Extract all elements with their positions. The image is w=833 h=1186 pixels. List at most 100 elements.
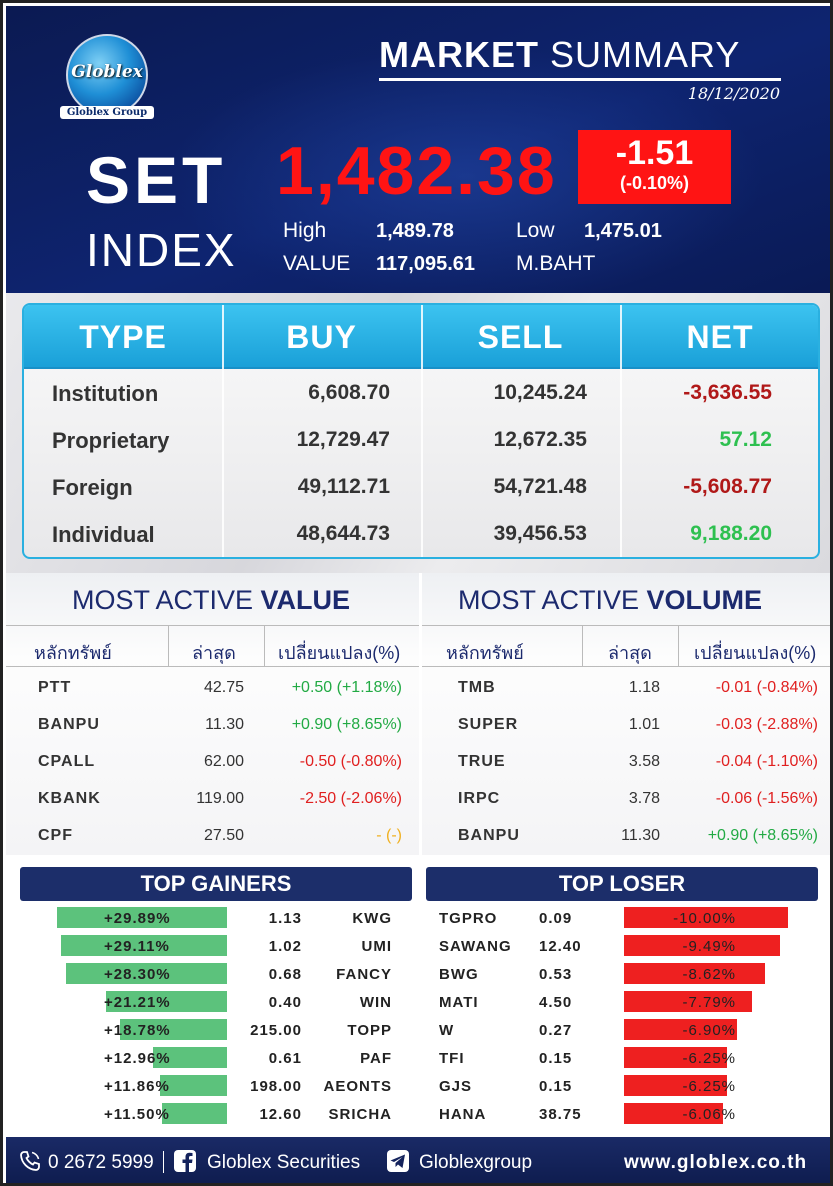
gainer-bar: [61, 935, 227, 956]
loser-bar: [624, 935, 780, 956]
most-active-section: MOST ACTIVE VALUE หลักทรัพย์ ล่าสุด เปลี…: [6, 573, 830, 855]
gainer-symbol: WIN: [359, 994, 392, 1011]
gainer-bar: [106, 991, 227, 1012]
gainer-symbol: PAF: [360, 1050, 392, 1067]
loser-price: 0.53: [539, 966, 573, 983]
col-divider: [168, 625, 169, 667]
loser-pct: -10.00%: [673, 910, 736, 927]
gainer-bar: [66, 963, 227, 984]
stock-change: -0.06 (-1.56%): [715, 790, 818, 807]
stock-change: +0.90 (+8.65%): [707, 827, 818, 844]
investor-section: TYPE BUY SELL NET Institution 6,608.70 10,…: [6, 293, 830, 573]
stock-last: 3.58: [628, 753, 660, 770]
title-bold: VALUE: [260, 585, 351, 615]
gainer-price: 1.02: [268, 938, 302, 955]
stock-symbol: CPALL: [38, 753, 96, 770]
investor-type: Proprietary: [52, 428, 170, 453]
header-sell: SELL: [477, 319, 564, 355]
most-active-value-title: MOST ACTIVE VALUE: [72, 585, 350, 616]
index-change: -1.51: [615, 134, 694, 172]
stock-last: 11.30: [621, 827, 660, 844]
header-buy: BUY: [286, 319, 357, 355]
loser-pct: -9.49%: [682, 938, 736, 955]
stock-change: -0.50 (-0.80%): [299, 753, 402, 770]
gainers-losers-section: TOP GAINERS TOP LOSER +29.89% 1.13 KWG +29.…: [6, 855, 830, 1137]
gainer-pct: +29.89%: [104, 910, 171, 927]
investor-net: -3,636.55: [683, 381, 772, 404]
stock-change: -0.04 (-1.10%): [715, 753, 818, 770]
stock-last: 62.00: [203, 753, 244, 770]
stock-symbol: SUPER: [458, 716, 519, 733]
investor-sell: 10,245.24: [493, 381, 587, 404]
index-change-pct: (-0.10%): [619, 173, 690, 193]
header: Globlex Globlex Group MARKET SUMMARY 18/…: [6, 6, 830, 293]
investor-type: Institution: [52, 381, 159, 406]
footer-website[interactable]: www.globlex.co.th: [624, 1152, 808, 1173]
gainer-pct: +18.78%: [104, 1022, 171, 1039]
stock-symbol: BANPU: [38, 716, 100, 733]
index-change-badge: -1.51 (-0.10%): [578, 130, 731, 204]
loser-bar: [624, 1103, 723, 1124]
stock-symbol: BANPU: [458, 827, 520, 844]
top-loser-title: TOP LOSER: [426, 867, 818, 901]
stock-change: +0.50 (+1.18%): [291, 679, 402, 696]
loser-bar: [624, 1019, 737, 1040]
telegram-icon: [387, 1150, 409, 1172]
gainer-pct: +21.21%: [104, 994, 171, 1011]
loser-pct: -6.90%: [682, 1022, 736, 1039]
top-gainers-title: TOP GAINERS: [20, 867, 412, 901]
investor-sell: 39,456.53: [493, 522, 587, 545]
gainer-pct: +28.30%: [104, 966, 171, 983]
loser-pct: -8.62%: [682, 966, 736, 983]
loser-price: 0.15: [539, 1050, 573, 1067]
investor-buy: 12,729.47: [296, 428, 390, 451]
most-active-value-panel: MOST ACTIVE VALUE หลักทรัพย์ ล่าสุด เปลี…: [6, 573, 419, 855]
loser-pct: -6.25%: [682, 1050, 736, 1067]
investor-sell: 12,672.35: [493, 428, 587, 451]
col-divider: [678, 625, 679, 667]
col-divider: [421, 305, 423, 557]
loser-pct: -6.25%: [682, 1078, 736, 1095]
stock-last: 3.78: [628, 790, 660, 807]
investor-buy: 6,608.70: [308, 381, 390, 404]
gainer-bar: [162, 1103, 227, 1124]
col-divider: [620, 305, 622, 557]
header-last: ล่าสุด: [192, 643, 236, 663]
most-active-volume-header: หลักทรัพย์ ล่าสุด เปลี่ยนแปลง(%): [422, 625, 830, 667]
header-change: เปลี่ยนแปลง(%): [278, 643, 401, 663]
header-net: NET: [686, 319, 754, 355]
stock-last: 1.18: [628, 679, 660, 696]
phone-icon: [20, 1151, 40, 1171]
stock-last: 1.01: [628, 716, 660, 733]
gainer-bar: [153, 1047, 227, 1068]
stock-last: 119.00: [196, 790, 244, 807]
stock-symbol: PTT: [38, 679, 72, 696]
gainer-bar: [57, 907, 227, 928]
header-type: TYPE: [79, 319, 167, 355]
investor-net: -5,608.77: [683, 475, 772, 498]
gainer-symbol: AEONTS: [323, 1078, 392, 1095]
stock-change: - (-): [376, 827, 402, 844]
loser-symbol: W: [439, 1022, 455, 1039]
stock-change: -0.03 (-2.88%): [715, 716, 818, 733]
gainer-pct: +29.11%: [104, 938, 170, 955]
title-bold: MARKET: [379, 34, 539, 75]
loser-symbol: HANA: [439, 1106, 487, 1123]
title-rest: MOST ACTIVE: [458, 585, 647, 615]
gainer-price: 0.61: [268, 1050, 302, 1067]
investor-buy: 48,644.73: [296, 522, 390, 545]
gainer-price: 0.68: [268, 966, 302, 983]
loser-bar: [624, 991, 752, 1012]
value-label: VALUE: [283, 252, 351, 275]
loser-symbol: TFI: [439, 1050, 465, 1067]
col-divider: [264, 625, 265, 667]
gainer-price: 12.60: [259, 1106, 302, 1123]
index-value: 1,482.38: [276, 133, 557, 209]
investor-type: Individual: [52, 522, 155, 547]
gainer-symbol: TOPP: [347, 1022, 392, 1039]
low-value: 1,475.01: [584, 220, 662, 242]
stock-last: 27.50: [203, 827, 244, 844]
gainer-price: 0.40: [268, 994, 302, 1011]
loser-price: 38.75: [539, 1106, 582, 1123]
